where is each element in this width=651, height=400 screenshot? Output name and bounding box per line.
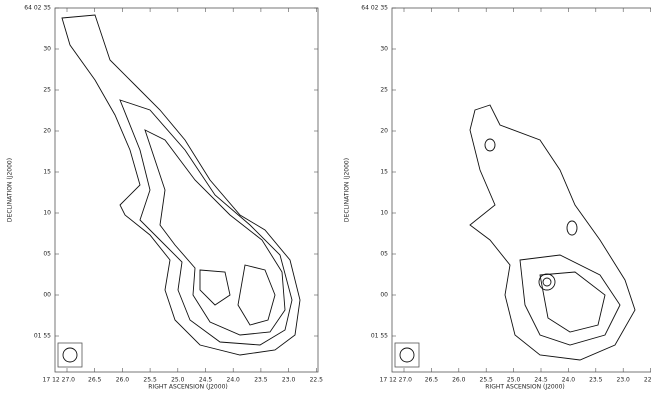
outer-contour [62, 15, 300, 355]
y-tick-label: 10 [380, 210, 388, 217]
x-tick-label: 24.5 [534, 377, 548, 384]
y-tick-label: 20 [380, 128, 388, 135]
figure: DECLINATION (J2000) RIGHT ASCENSION (J20… [0, 0, 651, 400]
y-tick-label: 25 [43, 87, 51, 94]
x-axis-title: RIGHT ASCENSION (J2000) [485, 384, 564, 391]
x-tick-label: 23.5 [254, 377, 268, 384]
x-tick-label: 25.5 [143, 377, 157, 384]
x-tick-label: 22.5 [644, 377, 651, 384]
x-tick-label: 25.0 [507, 377, 521, 384]
y-tick-label: 25 [380, 87, 388, 94]
x-tick-label: 23.0 [282, 377, 296, 384]
y-tick-label: 00 [43, 292, 51, 299]
beam-box [395, 343, 419, 367]
y-tick-label: 05 [380, 251, 388, 258]
x-tick-label: 17 12 27.0 [43, 377, 76, 384]
y-tick-label: 05 [43, 251, 51, 258]
x-tick-label: 22.5 [310, 377, 324, 384]
y-tick-label: 64 02 35 [24, 5, 51, 12]
x-tick-label: 23.5 [589, 377, 603, 384]
y-tick-label: 64 02 35 [361, 5, 388, 12]
panel-left: DECLINATION (J2000) RIGHT ASCENSION (J20… [7, 5, 324, 391]
y-axis-title: DECLINATION (J2000) [7, 158, 14, 222]
x-tick-label: 24.0 [227, 377, 241, 384]
x-tick-label: 24.0 [562, 377, 576, 384]
contour [485, 139, 495, 151]
plot-frame [392, 8, 651, 372]
y-tick-label: 15 [380, 169, 388, 176]
x-tick-label: 24.5 [199, 377, 213, 384]
x-tick-label: 26.0 [116, 377, 130, 384]
panel-right: DECLINATION (J2000) RIGHT ASCENSION (J20… [344, 5, 651, 391]
contour [543, 278, 551, 286]
x-tick-label: 23.0 [617, 377, 631, 384]
contour [120, 100, 292, 345]
contour [145, 130, 285, 335]
x-tick-label: 25.0 [171, 377, 185, 384]
y-tick-label: 15 [43, 169, 51, 176]
x-tick-label: 17 12 27.0 [380, 377, 413, 384]
y-tick-label: 10 [43, 210, 51, 217]
y-tick-label: 01 55 [34, 333, 51, 340]
contour [540, 272, 605, 332]
y-tick-label: 30 [380, 46, 388, 53]
y-tick-label: 30 [43, 46, 51, 53]
contour [200, 270, 230, 305]
beam [400, 348, 414, 362]
y-tick-label: 01 55 [371, 333, 388, 340]
x-tick-label: 26.5 [425, 377, 439, 384]
contour [567, 221, 577, 235]
x-tick-label: 25.5 [480, 377, 494, 384]
x-tick-label: 26.5 [88, 377, 102, 384]
y-tick-label: 20 [43, 128, 51, 135]
plot-frame [55, 8, 318, 372]
contour [238, 265, 275, 325]
y-axis-title: DECLINATION (J2000) [344, 158, 351, 222]
beam [63, 348, 77, 362]
beam-box [58, 343, 82, 367]
y-tick-label: 00 [380, 292, 388, 299]
x-tick-label: 26.0 [452, 377, 466, 384]
x-axis-title: RIGHT ASCENSION (J2000) [148, 384, 227, 391]
